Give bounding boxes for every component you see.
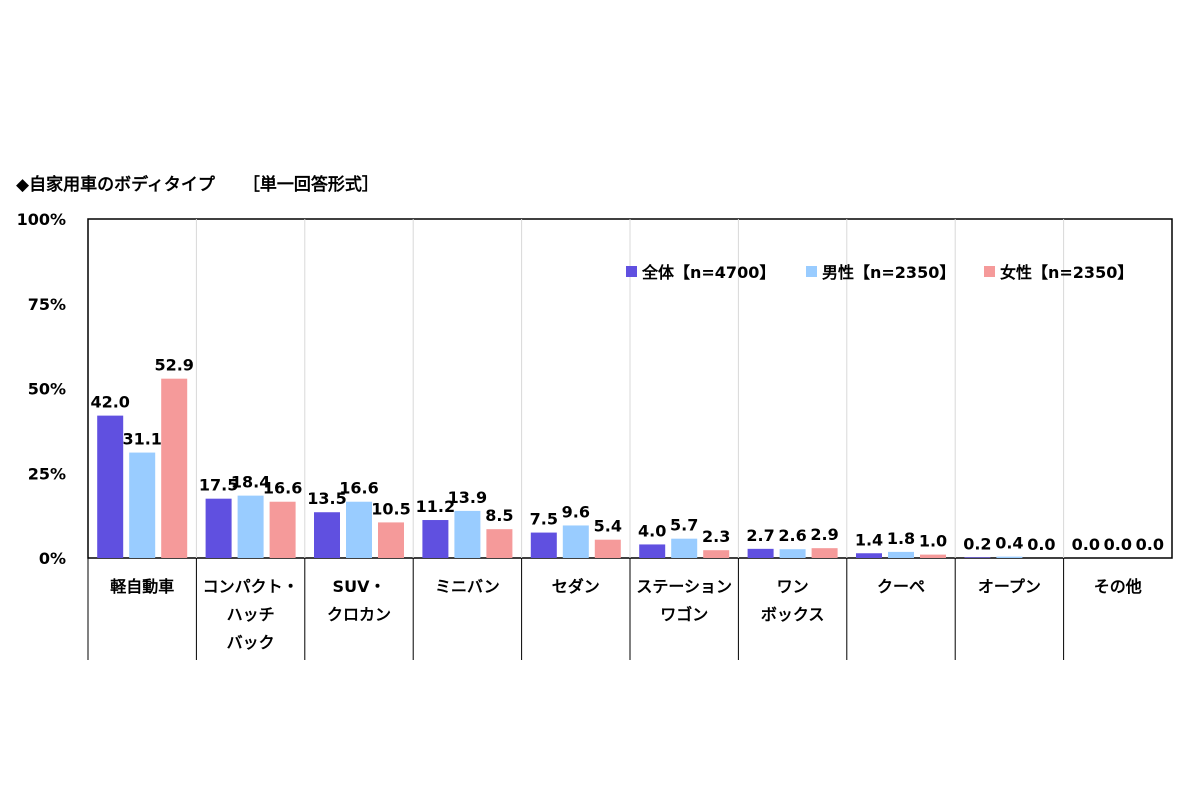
- bar: [964, 557, 991, 558]
- category-label: ボックス: [761, 605, 825, 624]
- data-label: 8.5: [485, 506, 513, 525]
- bar: [378, 522, 404, 558]
- category-label: セダン: [552, 577, 600, 596]
- bar: [346, 501, 372, 558]
- bar: [779, 549, 806, 558]
- bar: [562, 525, 589, 558]
- data-label: 5.7: [670, 516, 698, 535]
- bar: [639, 544, 666, 558]
- category-label: オープン: [978, 577, 1041, 596]
- data-label: 7.5: [530, 510, 558, 529]
- data-label: 42.0: [90, 393, 129, 412]
- data-label: 0.0: [1072, 535, 1100, 554]
- data-label: 1.8: [887, 529, 915, 548]
- category-label: ミニバン: [435, 577, 500, 596]
- bar: [97, 415, 124, 558]
- data-label: 4.0: [638, 521, 666, 540]
- y-tick-label: 75%: [28, 295, 66, 314]
- data-label: 2.6: [778, 526, 806, 545]
- data-label: 0.4: [995, 534, 1023, 553]
- bar: [454, 510, 481, 558]
- bar: [594, 539, 621, 558]
- data-label: 0.0: [1027, 535, 1055, 554]
- data-label: 16.6: [339, 479, 378, 498]
- data-label: 13.5: [307, 489, 346, 508]
- data-label: 31.1: [122, 430, 161, 449]
- data-label: 0.0: [1104, 535, 1132, 554]
- category-label: ワン: [777, 577, 809, 596]
- bar: [205, 498, 232, 558]
- bar: [703, 550, 730, 558]
- category-label: 軽自動車: [110, 577, 174, 596]
- bar: [422, 520, 449, 558]
- answer-format-note: ［単一回答形式］: [242, 175, 379, 195]
- bar: [269, 501, 296, 558]
- category-label: ステーション: [636, 577, 732, 596]
- bar: [530, 532, 557, 558]
- data-label: 52.9: [154, 356, 193, 375]
- category-label: バック: [227, 633, 275, 652]
- legend-swatch: [626, 266, 637, 277]
- y-tick-label: 25%: [28, 464, 66, 483]
- legend-swatch: [984, 266, 995, 277]
- y-tick-label: 0%: [39, 549, 66, 568]
- legend-label: 男性【n=2350】: [822, 263, 955, 282]
- bar: [486, 529, 513, 558]
- data-label: 11.2: [416, 497, 455, 516]
- data-label: 1.4: [855, 530, 883, 549]
- bar: [129, 452, 156, 558]
- category-label: ハッチ: [227, 605, 275, 624]
- category-label: クーペ: [877, 577, 925, 596]
- data-label: 16.6: [263, 479, 302, 498]
- bar: [671, 538, 698, 558]
- data-label: 13.9: [448, 488, 487, 507]
- bar: [811, 548, 838, 558]
- data-label: 18.4: [231, 473, 270, 492]
- data-label: 10.5: [371, 499, 410, 518]
- data-label: 2.7: [746, 526, 774, 545]
- category-label: クロカン: [327, 605, 391, 624]
- legend-swatch: [806, 266, 817, 277]
- data-label: 5.4: [594, 517, 622, 536]
- data-label: 2.9: [810, 525, 838, 544]
- bar: [856, 553, 882, 558]
- data-label: 17.5: [199, 476, 238, 495]
- y-tick-label: 100%: [17, 210, 66, 229]
- bar: [747, 548, 774, 558]
- legend-label: 全体【n=4700】: [641, 263, 775, 282]
- chart-title: ◆自家用車のボディタイプ ［単一回答形式］: [16, 170, 379, 195]
- category-label: ワゴン: [660, 605, 708, 624]
- data-label: 2.3: [702, 527, 730, 546]
- legend-label: 女性【n=2350】: [1000, 263, 1133, 282]
- category-label: SUV・: [333, 577, 386, 596]
- category-label: その他: [1094, 577, 1142, 596]
- data-label: 9.6: [562, 502, 590, 521]
- data-label: 0.0: [1136, 535, 1164, 554]
- bar: [161, 378, 188, 558]
- chart-title-text: ◆自家用車のボディタイプ: [16, 175, 215, 195]
- data-label: 1.0: [919, 532, 947, 551]
- bar: [996, 556, 1023, 558]
- bar: [237, 495, 264, 558]
- bar: [314, 512, 340, 558]
- category-label: コンパクト・: [203, 577, 299, 596]
- y-tick-label: 50%: [28, 380, 66, 399]
- bar: [888, 551, 914, 558]
- data-label: 0.2: [963, 534, 991, 553]
- bar: [920, 554, 946, 558]
